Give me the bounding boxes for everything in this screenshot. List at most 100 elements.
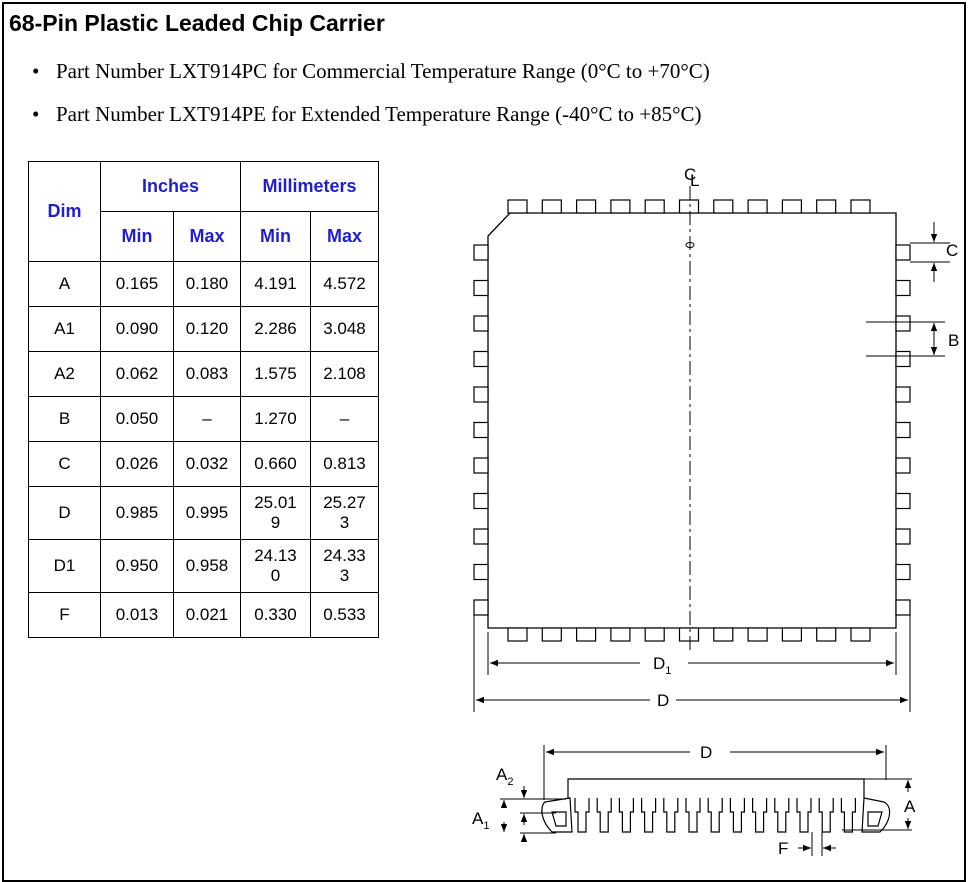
pin: [895, 279, 911, 297]
a1-label: A1: [472, 809, 489, 832]
value-cell: 4.572: [310, 261, 379, 307]
bullet-icon: •: [32, 102, 40, 126]
value-cell: 25.019: [240, 486, 311, 540]
inches-min-header: Min: [100, 211, 174, 262]
value-cell: 0.995: [173, 486, 241, 540]
centerline: C L: [684, 165, 699, 650]
pin: [713, 627, 734, 642]
side-body-top: [567, 778, 865, 798]
pin: [781, 199, 803, 214]
side-lead: [752, 798, 768, 833]
side-lead: [840, 798, 856, 833]
bottom-pins: [507, 627, 871, 642]
value-cell: 0.013: [100, 592, 174, 638]
part-number-commercial: • Part Number LXT914PC for Commercial Tem…: [32, 59, 710, 84]
side-d-label: D: [700, 743, 712, 762]
value-cell: 1.575: [240, 351, 311, 397]
a-label: A: [904, 797, 916, 816]
pin: [541, 199, 562, 214]
table-row: C 0.026 0.032 0.660 0.813: [28, 441, 379, 487]
inches-max-header: Max: [173, 211, 241, 262]
top-pins: [507, 199, 871, 214]
table-row: B 0.050 – 1.270 –: [28, 396, 379, 442]
pin: [895, 599, 911, 616]
pin: [507, 627, 528, 642]
pin: [895, 244, 911, 261]
value-cell: –: [310, 396, 379, 442]
pin: [678, 199, 700, 214]
f-label: F: [778, 839, 788, 858]
pin: [895, 350, 911, 368]
pin: [473, 563, 489, 581]
value-cell: 0.958: [173, 539, 241, 593]
value-text: 25.273: [323, 493, 366, 532]
value-cell: 0.950: [100, 539, 174, 593]
side-view-leads: [574, 798, 856, 833]
table-row: A1 0.090 0.120 2.286 3.048: [28, 306, 379, 352]
value-cell: 0.090: [100, 306, 174, 352]
dimension-b: [866, 321, 945, 357]
pin: [473, 350, 489, 368]
pin: [541, 627, 562, 642]
pin: [781, 627, 803, 642]
c-label: C: [946, 241, 958, 260]
pin: [473, 457, 489, 474]
value-text: 24.333: [323, 546, 366, 585]
dim-cell: A1: [28, 306, 101, 352]
side-lead: [574, 798, 590, 833]
pin: [473, 492, 489, 510]
dim-header: Dim: [28, 161, 101, 262]
dim-cell: F: [28, 592, 101, 638]
value-cell: 24.333: [310, 539, 379, 593]
side-lead: [707, 798, 723, 833]
pin: [473, 315, 489, 332]
centerline-l-label: L: [690, 171, 699, 190]
left-pins: [473, 244, 489, 616]
value-cell: 0.813: [310, 441, 379, 487]
dimension-d: [473, 606, 911, 712]
pin: [895, 492, 911, 510]
side-lead: [774, 798, 790, 833]
value-cell: 0.062: [100, 351, 174, 397]
pin: [816, 627, 837, 642]
package-top-view: [487, 212, 897, 629]
pin: [473, 421, 489, 439]
side-lead: [729, 798, 745, 833]
b-label: B: [948, 331, 959, 350]
side-lead: [796, 798, 812, 833]
dim-cell: D1: [28, 539, 101, 593]
table-row: A2 0.062 0.083 1.575 2.108: [28, 351, 379, 397]
pin: [850, 199, 871, 214]
table-row: A 0.165 0.180 4.191 4.572: [28, 261, 379, 307]
side-lead: [818, 798, 834, 833]
package-body-outline: [487, 212, 897, 629]
table-row: D1 0.950 0.958 24.130 24.333: [28, 539, 379, 593]
value-cell: 3.048: [310, 306, 379, 352]
value-text: 24.130: [254, 546, 297, 585]
value-cell: 0.120: [173, 306, 241, 352]
table-row: F 0.013 0.021 0.330 0.533: [28, 592, 379, 638]
value-cell: 0.083: [173, 351, 241, 397]
pin: [895, 386, 911, 403]
pin: [575, 627, 597, 642]
bullet-text: Part Number LXT914PE for Extended Temper…: [56, 102, 702, 126]
page-title: 68-Pin Plastic Leaded Chip Carrier: [9, 10, 385, 36]
pin: [850, 627, 871, 642]
value-text: 25.019: [254, 493, 297, 532]
value-cell: 0.330: [240, 592, 311, 638]
pin: [473, 528, 489, 545]
dimension-c: [910, 222, 950, 282]
side-left-lead-inner: [551, 811, 567, 827]
pin1-mark: [685, 242, 695, 248]
side-right-lead: [861, 797, 891, 833]
side-lead: [618, 798, 634, 833]
side-left-lead: [541, 797, 573, 833]
pin: [575, 199, 597, 214]
side-lead: [596, 798, 612, 833]
value-cell: 0.165: [100, 261, 174, 307]
side-lead: [663, 798, 679, 833]
side-right-lead-inner: [867, 811, 883, 827]
package-side-view: [500, 745, 912, 856]
value-cell: 2.108: [310, 351, 379, 397]
